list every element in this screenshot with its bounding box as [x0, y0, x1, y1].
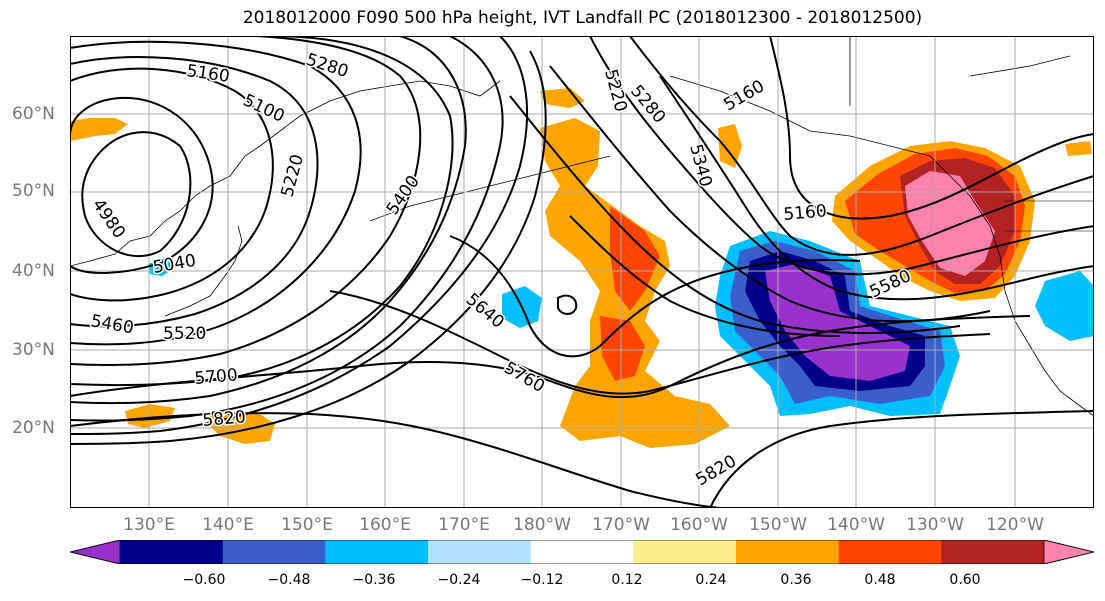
contour-5580: [70, 50, 547, 445]
contour-5220-e: [629, 36, 1094, 256]
contour-5700: [70, 315, 1031, 399]
contour-5400-e: [549, 65, 991, 323]
lon-label-150w: 150°W: [749, 515, 807, 535]
colorbar-tick: −0.12: [520, 572, 564, 588]
lon-label-170w: 170°W: [592, 515, 650, 535]
colorbar-cell: [941, 540, 1045, 564]
contour-5340-e: [659, 75, 1094, 301]
colorbar-tick: −0.24: [437, 572, 481, 588]
map-frame: [70, 36, 1094, 508]
colorbar-cell: [530, 540, 634, 564]
colorbar-cell: [222, 540, 326, 564]
contour-5280-e: [589, 36, 1094, 276]
colorbar-tick: −0.60: [182, 572, 226, 588]
coastline-aleutians: [369, 155, 611, 222]
colorbar-extend-high: [1043, 540, 1094, 564]
colorbar-cell: [633, 540, 737, 564]
colorbar-extend-low: [70, 540, 121, 564]
lat-label-50n: 50°N: [12, 181, 55, 201]
ivt-positive-patch-e: [1065, 141, 1092, 156]
contour-5460: [70, 36, 504, 422]
contour-5460-e: [509, 95, 961, 334]
lat-label-30n: 30°N: [12, 340, 55, 360]
colorbar: [70, 540, 1094, 564]
contour-5520: [70, 36, 529, 435]
colorbar-tick: 0.36: [780, 572, 812, 588]
ivt-negative-core: [765, 264, 910, 381]
colorbar-cell: [736, 540, 840, 564]
colorbar-cells: [70, 540, 1094, 564]
colorbar-tick: −0.48: [267, 572, 311, 588]
lat-label-40n: 40°N: [12, 261, 55, 281]
contour-4980: [81, 131, 192, 257]
ivt-positive-patch-alaska: [540, 88, 585, 108]
lon-label-130e: 130°E: [123, 515, 175, 535]
map-canvas: [70, 36, 1094, 508]
colorbar-cell: [325, 540, 429, 564]
height-contours: [70, 36, 1094, 508]
ivt-positive-core-south: [600, 316, 645, 381]
colorbar-cell: [120, 540, 224, 564]
contour-label: 5700: [194, 365, 239, 389]
map-title: 2018012000 F090 500 hPa height, IVT Land…: [242, 8, 923, 28]
colorbar-tick: 0.48: [864, 572, 896, 588]
contour-5160-e: [769, 36, 1094, 220]
contour-label-layer: 5280 5160 5100 5220 5400 4980 5040 5460 …: [86, 48, 915, 492]
lat-label-20n: 20°N: [12, 418, 55, 438]
contour-5520-e: [569, 215, 841, 337]
lon-label-140w: 140°W: [827, 515, 885, 535]
contour-label: 5160: [783, 201, 828, 225]
coastline-layer: [70, 36, 1094, 417]
coastline-alaska: [669, 75, 971, 197]
colorbar-cell: [428, 540, 532, 564]
colorbar-tick: −0.36: [352, 572, 396, 588]
contour-5820-w: [70, 412, 721, 508]
contour-5100: [70, 67, 274, 302]
colorbar-tick: 0.60: [949, 572, 981, 588]
lon-label-140e: 140°E: [202, 515, 254, 535]
lon-label-170e: 170°E: [438, 515, 490, 535]
ivt-positive-ne-core: [905, 171, 995, 276]
contour-label: 5520: [163, 324, 206, 344]
colorbar-tick: 0.24: [695, 572, 727, 588]
coastline-canada: [849, 36, 1094, 106]
contour-5640-loop: [557, 294, 578, 315]
lat-label-60n: 60°N: [12, 104, 55, 124]
lon-label-150e: 150°E: [281, 515, 333, 535]
contour-5220-w: [70, 40, 362, 346]
contour-5640: [449, 235, 861, 358]
coastline-japan: [164, 225, 243, 317]
map-panel: 5280 5160 5100 5220 5400 4980 5040 5460 …: [70, 36, 1094, 508]
lon-label-160e: 160°E: [359, 515, 411, 535]
contour-5400: [70, 36, 467, 405]
contour-5040: [70, 96, 214, 274]
colorbar-cell: [838, 540, 942, 564]
ivt-negative-patch-se: [1035, 271, 1094, 341]
lon-label-130w: 130°W: [906, 515, 964, 535]
coastline-namerica: [969, 195, 1094, 417]
coastline-asia: [70, 80, 501, 267]
contour-5160-w: [70, 56, 319, 328]
contour-5280-w: [70, 36, 422, 366]
contour-5760: [329, 290, 991, 395]
ivt-positive-patch-gulf: [718, 124, 742, 168]
ivt-positive-patch-nw: [70, 118, 128, 141]
lon-label-160w: 160°W: [670, 515, 728, 535]
ivt-positive-patch-sw: [125, 404, 175, 428]
lon-label-120w: 120°W: [986, 515, 1044, 535]
colorbar-tick: 0.12: [611, 572, 643, 588]
lon-label-180w: 180°W: [513, 515, 571, 535]
contour-5820-e: [709, 410, 1094, 508]
